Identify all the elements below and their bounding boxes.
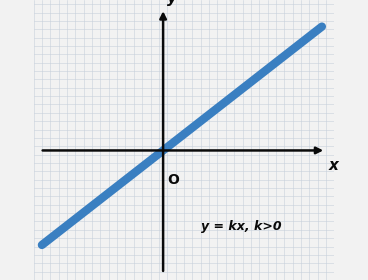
Text: x: x: [328, 158, 338, 172]
Text: y = kx, k>0: y = kx, k>0: [201, 220, 282, 233]
Text: O: O: [167, 173, 179, 187]
Text: y: y: [167, 0, 177, 6]
